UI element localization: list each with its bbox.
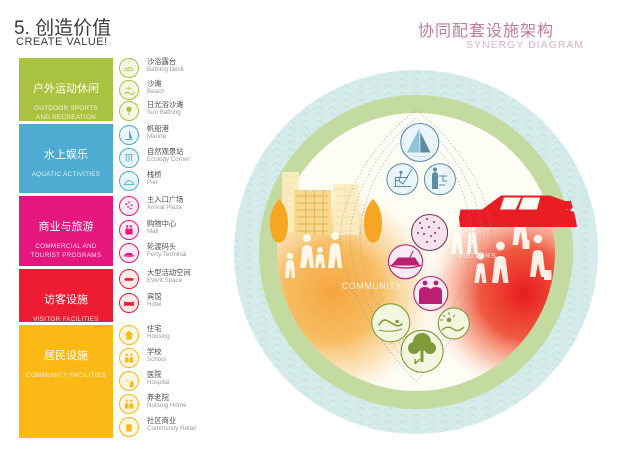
svg-text:H: H — [125, 378, 129, 384]
svg-text:VISITORS: VISITORS — [458, 251, 497, 260]
svg-text:COMMUNITY: COMMUNITY — [342, 281, 402, 291]
